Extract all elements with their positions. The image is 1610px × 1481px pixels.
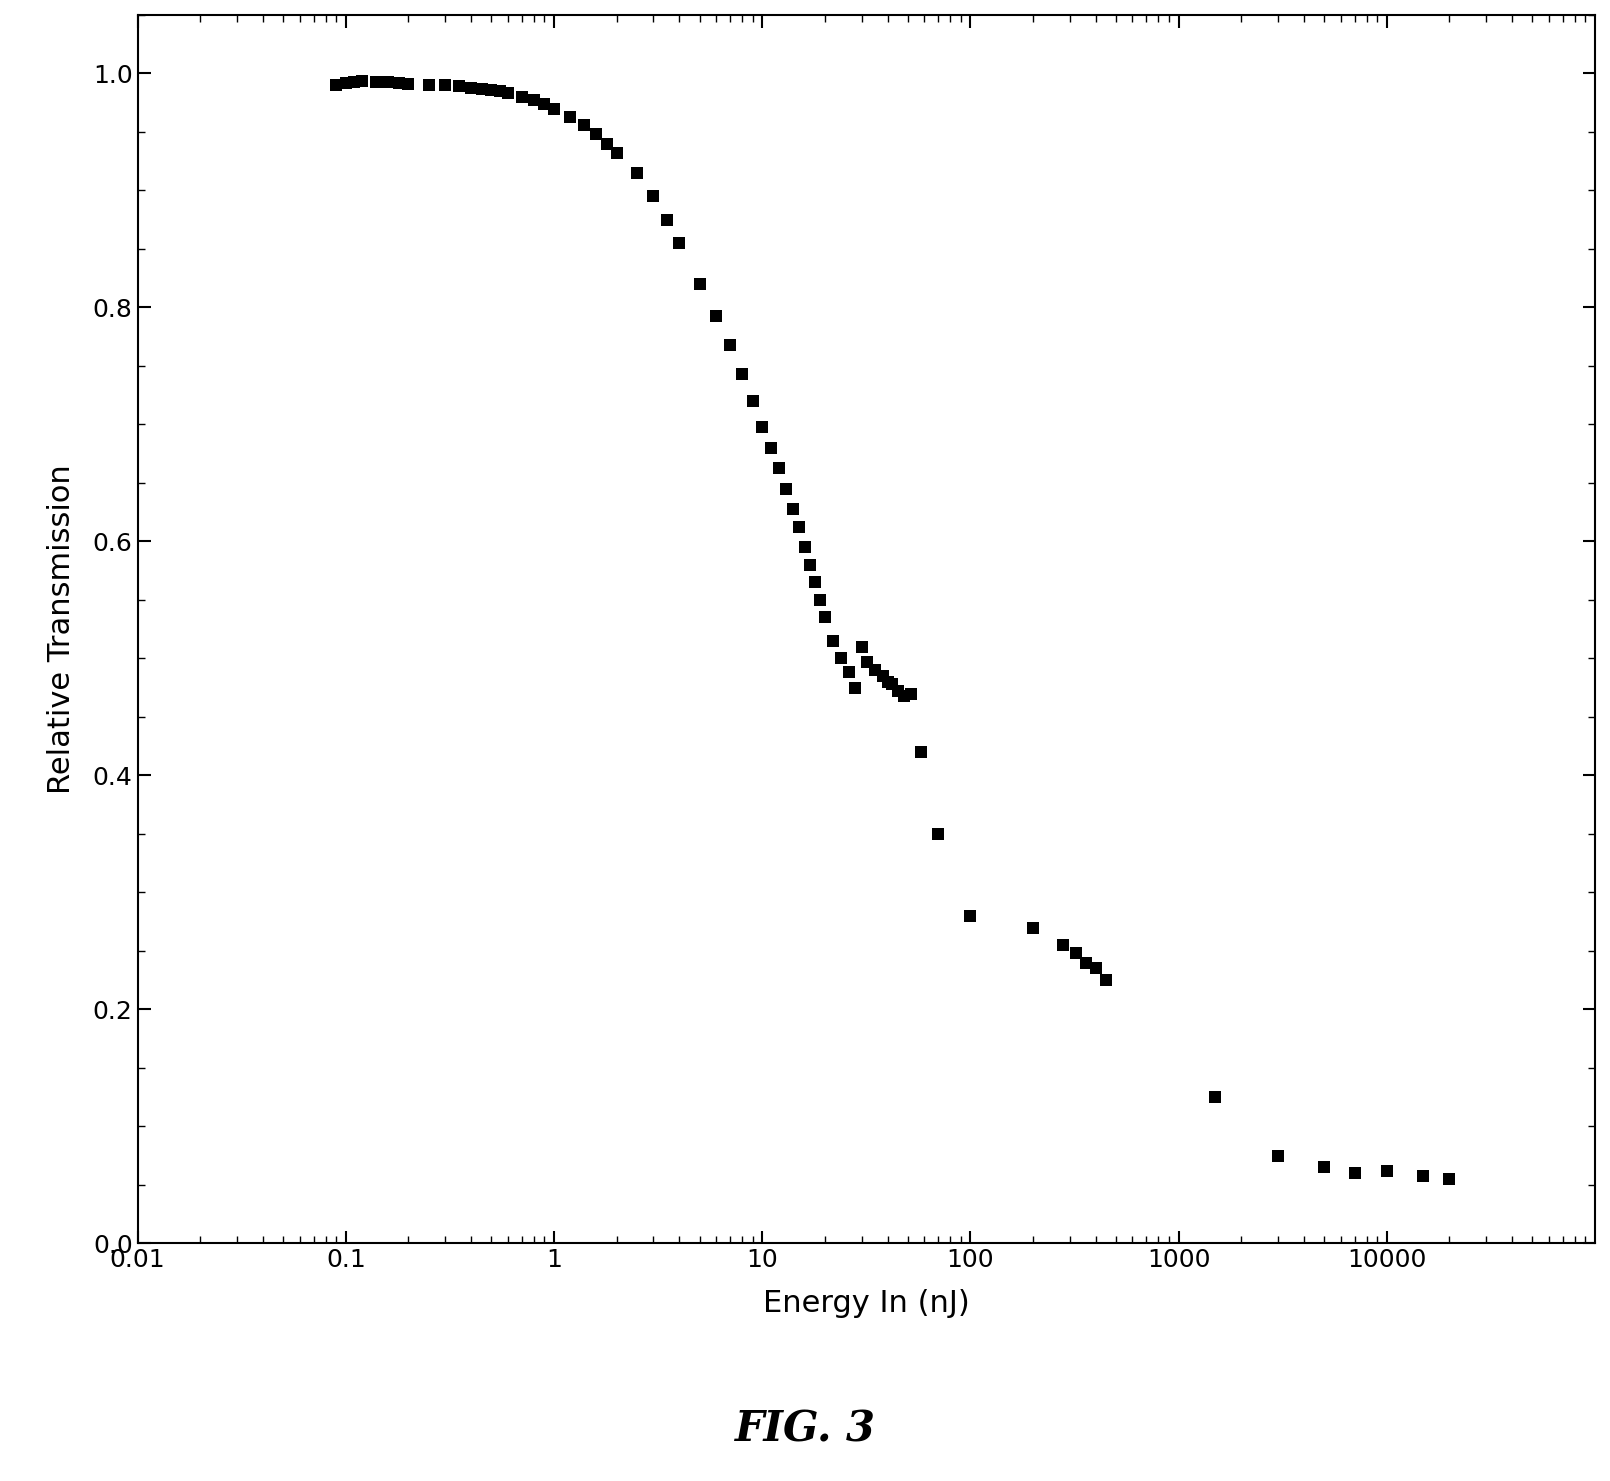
Point xyxy=(364,70,390,93)
Point xyxy=(396,73,422,96)
Point xyxy=(836,661,861,684)
Point xyxy=(478,78,504,102)
Point xyxy=(749,415,774,438)
Point xyxy=(1311,1155,1336,1179)
Point xyxy=(686,273,712,296)
Point xyxy=(509,84,535,108)
Point xyxy=(886,680,911,703)
Point xyxy=(879,672,905,696)
Point xyxy=(716,333,742,357)
Point xyxy=(855,650,881,674)
Point xyxy=(1063,942,1088,966)
Point xyxy=(494,81,520,105)
Point xyxy=(459,76,485,99)
Point xyxy=(594,132,620,156)
Point xyxy=(926,822,952,846)
Point xyxy=(704,304,729,327)
Point xyxy=(583,123,609,147)
Point xyxy=(446,74,472,98)
Y-axis label: Relative Transmission: Relative Transmission xyxy=(47,465,76,794)
Point xyxy=(898,681,924,705)
Point xyxy=(341,70,367,93)
Point xyxy=(848,635,874,659)
Point xyxy=(531,92,557,116)
Point xyxy=(842,675,868,699)
Point xyxy=(908,740,934,764)
Point xyxy=(415,74,441,98)
Text: FIG. 3: FIG. 3 xyxy=(734,1408,876,1450)
Point xyxy=(386,71,412,95)
Point xyxy=(1203,1086,1228,1109)
Point xyxy=(522,89,547,113)
Point xyxy=(869,663,895,687)
Point xyxy=(766,456,792,480)
Point xyxy=(739,390,765,413)
Point xyxy=(667,231,692,255)
Point xyxy=(807,588,832,612)
Point xyxy=(625,161,650,185)
Point xyxy=(604,141,630,164)
Point xyxy=(1093,969,1119,992)
Point xyxy=(1341,1161,1367,1185)
Point xyxy=(863,658,889,681)
Point xyxy=(1084,957,1109,980)
Point xyxy=(958,903,984,927)
Point xyxy=(1373,1160,1399,1183)
Point xyxy=(792,536,818,560)
X-axis label: Energy In (nJ): Energy In (nJ) xyxy=(763,1288,969,1318)
Point xyxy=(802,570,828,594)
Point xyxy=(572,113,597,136)
Point xyxy=(892,684,918,708)
Point xyxy=(1021,915,1046,939)
Point xyxy=(797,552,823,576)
Point xyxy=(729,363,755,387)
Point xyxy=(333,71,359,95)
Point xyxy=(431,74,457,98)
Point xyxy=(654,207,679,231)
Point xyxy=(324,74,349,98)
Point xyxy=(641,185,667,209)
Point xyxy=(1436,1167,1462,1191)
Point xyxy=(811,606,837,629)
Point xyxy=(1051,933,1077,957)
Point xyxy=(375,70,401,93)
Point xyxy=(488,78,514,102)
Point xyxy=(557,105,583,129)
Point xyxy=(773,477,799,501)
Point xyxy=(1410,1164,1436,1188)
Point xyxy=(349,68,375,92)
Point xyxy=(1265,1143,1291,1167)
Point xyxy=(1074,951,1100,974)
Point xyxy=(779,496,805,520)
Point xyxy=(541,96,567,120)
Point xyxy=(829,647,855,671)
Point xyxy=(874,669,900,693)
Point xyxy=(821,629,847,653)
Point xyxy=(469,77,494,101)
Point xyxy=(786,515,811,539)
Point xyxy=(758,435,784,459)
